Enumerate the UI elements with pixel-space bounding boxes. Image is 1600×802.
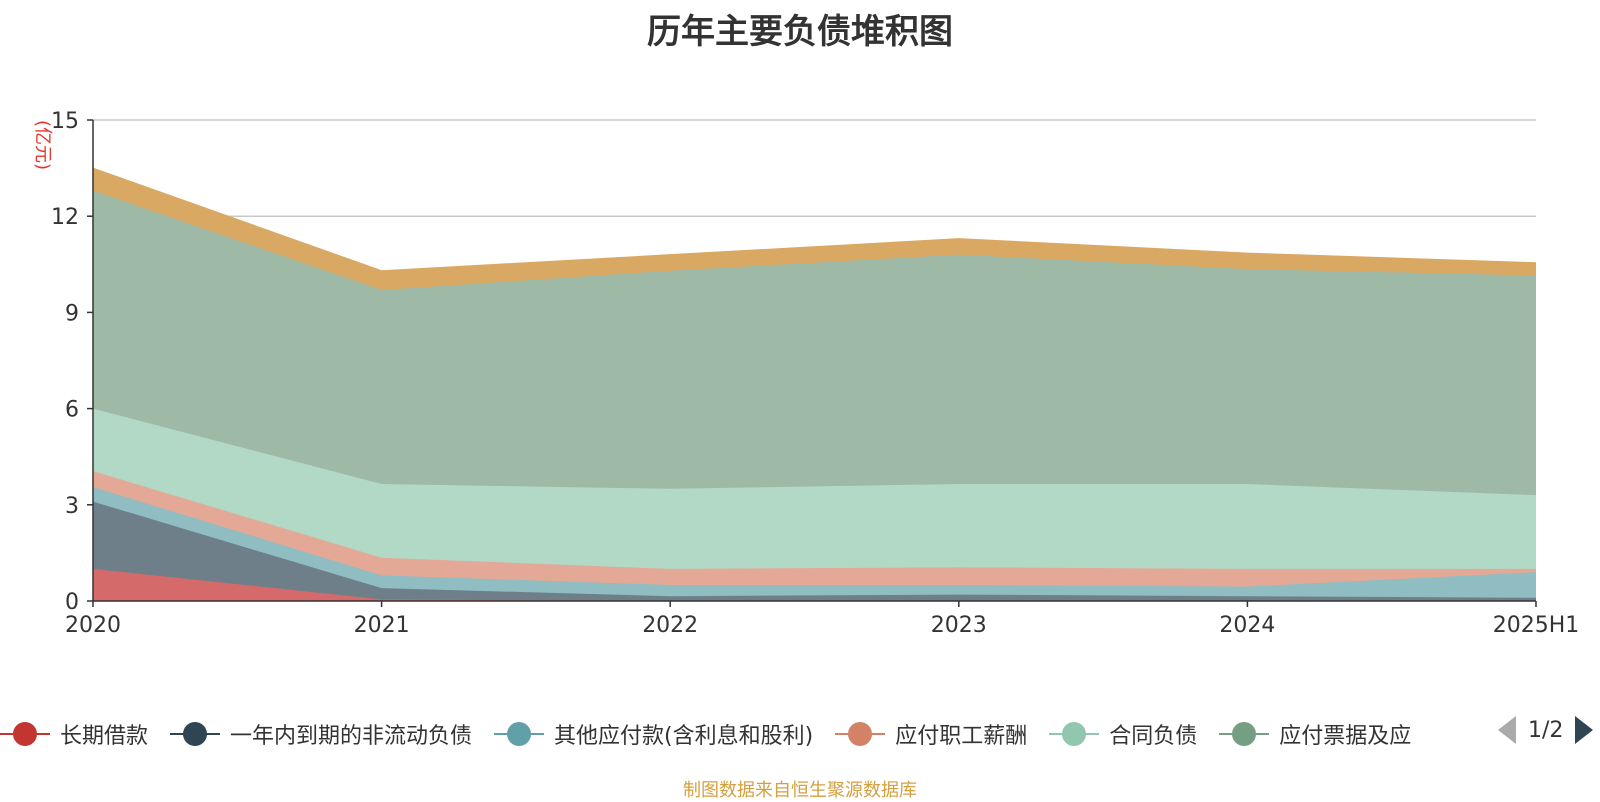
- y-tick-label-12: 12: [51, 205, 79, 230]
- area-series-0: [93, 568, 1536, 601]
- area-series-6: [93, 168, 1536, 290]
- legend-item[interactable]: 其他应付款(含利息和股利): [494, 718, 813, 750]
- y-tick-label-0: 0: [65, 590, 79, 615]
- legend-label: 合同负债: [1109, 724, 1198, 749]
- legend-label: 应付职工薪酬: [895, 724, 1028, 749]
- legend-marker-icon: [170, 721, 221, 747]
- legend-item[interactable]: 应付票据及应: [1219, 718, 1411, 750]
- legend-marker-icon: [0, 721, 50, 747]
- legend-marker-icon: [1219, 721, 1270, 747]
- stacked-area-chart: 0 3 6 9 12 15 2020 2021 2022 2023 2024 2025H1 (亿元): [32, 109, 1579, 638]
- legend-pager: 1/2: [1498, 716, 1594, 744]
- data-source-note: 制图数据来自恒生聚源数据库: [683, 780, 917, 801]
- legend-marker-icon: [1049, 721, 1100, 747]
- legend-label: 应付票据及应: [1279, 724, 1412, 749]
- legend-item[interactable]: 应付职工薪酬: [835, 718, 1027, 750]
- legend-item[interactable]: 长期借款: [0, 718, 148, 750]
- y-tick-label-3: 3: [65, 494, 79, 519]
- x-tick-label-0: 2020: [65, 613, 121, 638]
- legend: 长期借款 一年内到期的非流动负债 其他应付款(含利息和股利) 应付职工薪酬 合同负债 应付…: [0, 712, 1500, 756]
- legend-label: 其他应付款(含利息和股利): [554, 724, 814, 749]
- area-series-line-6: [92, 167, 1537, 272]
- x-tick-label-4: 2024: [1219, 613, 1275, 638]
- area-series-4: [93, 408, 1536, 569]
- legend-page-indicator: 1/2: [1528, 717, 1564, 743]
- y-tick-label-15: 15: [51, 109, 79, 134]
- legend-label: 一年内到期的非流动负债: [230, 724, 473, 749]
- legend-prev-page-icon[interactable]: [1498, 716, 1516, 744]
- x-tick-label-3: 2023: [931, 613, 987, 638]
- area-series: [92, 167, 1537, 602]
- x-tick-label-5: 2025H1: [1493, 613, 1580, 638]
- chart-title: 历年主要负债堆积图: [647, 12, 953, 52]
- legend-item[interactable]: 合同负债: [1049, 718, 1197, 750]
- x-tick-label-1: 2021: [354, 613, 410, 638]
- legend-marker-icon: [494, 721, 545, 747]
- area-series-3: [93, 471, 1536, 587]
- legend-label: 长期借款: [60, 724, 149, 749]
- area-series-line-4: [92, 408, 1537, 496]
- y-tick-label-6: 6: [65, 398, 79, 423]
- axes: 0 3 6 9 12 15 2020 2021 2022 2023 2024 2025H1: [51, 109, 1579, 638]
- x-tick-label-2: 2022: [642, 613, 698, 638]
- legend-item[interactable]: 一年内到期的非流动负债: [170, 718, 472, 750]
- area-series-2: [93, 487, 1536, 598]
- legend-marker-icon: [835, 721, 886, 747]
- legend-next-page-icon[interactable]: [1575, 716, 1594, 744]
- area-series-5: [93, 190, 1536, 496]
- y-axis-unit-label: (亿元): [32, 120, 53, 170]
- y-tick-label-9: 9: [65, 301, 79, 326]
